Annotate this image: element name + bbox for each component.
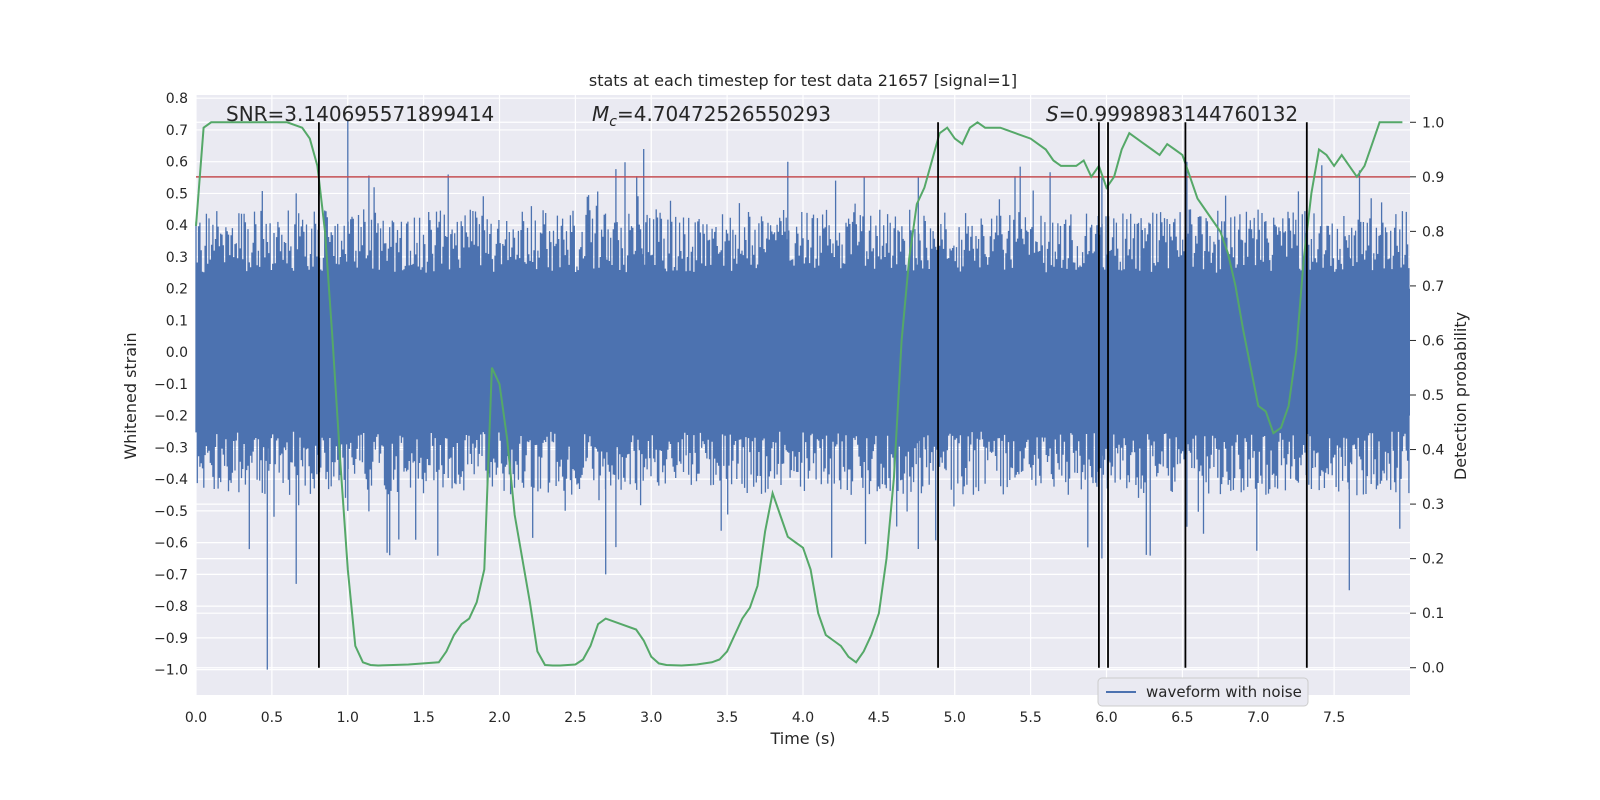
- y-right-tick-label: 0.2: [1422, 552, 1444, 568]
- y-right-tick-label: 0.1: [1422, 606, 1444, 622]
- waveform-series: [195, 120, 1410, 670]
- x-tick-label: 2.5: [564, 710, 586, 726]
- x-tick-label: 2.0: [488, 710, 510, 726]
- chart-title: stats at each timestep for test data 216…: [589, 71, 1017, 90]
- statistic-annotation: S=0.9998983144760132: [1046, 102, 1298, 126]
- x-axis-label: Time (s): [769, 729, 835, 748]
- y-tick-label: −1.0: [154, 663, 188, 679]
- legend-label: waveform with noise: [1146, 683, 1302, 701]
- x-tick-label: 1.0: [337, 710, 359, 726]
- y-tick-label: 0.7: [166, 123, 188, 139]
- y-tick-label: −0.6: [154, 536, 188, 552]
- legend: waveform with noise: [1097, 677, 1309, 707]
- y-right-tick-label: 0.7: [1422, 279, 1444, 295]
- y-axis-label: Whitened strain: [121, 332, 140, 459]
- mc-symbol: M: [592, 102, 609, 126]
- y-tick-label: −0.8: [154, 599, 188, 615]
- y-tick-label: −0.4: [154, 472, 188, 488]
- y-tick-label: −0.2: [154, 409, 188, 425]
- y-tick-label: −0.7: [154, 567, 188, 583]
- y-tick-label: −0.9: [154, 631, 188, 647]
- mc-subscript: c: [609, 114, 617, 130]
- x-tick-label: 3.0: [640, 710, 662, 726]
- x-tick-label: 5.5: [1019, 710, 1041, 726]
- y-right-tick-label: 0.6: [1422, 333, 1444, 349]
- y-right-tick-label: 0.8: [1422, 224, 1444, 240]
- y-tick-label: 0.5: [166, 186, 188, 202]
- y-tick-label: 0.8: [166, 91, 188, 107]
- y-right-tick-label: 0.5: [1422, 388, 1444, 404]
- x-tick-label: 0.0: [185, 710, 207, 726]
- x-tick-label: 1.5: [412, 710, 434, 726]
- y-tick-label: 0.4: [166, 218, 188, 234]
- probability-series: [195, 121, 1403, 667]
- probability-line: [195, 121, 1403, 667]
- x-tick-label: 0.5: [261, 710, 283, 726]
- x-tick-label: 5.0: [944, 710, 966, 726]
- legend-box: [1097, 677, 1309, 707]
- y-right-tick-label: 0.3: [1422, 497, 1444, 513]
- y-tick-label: 0.0: [166, 345, 188, 361]
- waveform-path: [195, 120, 1410, 670]
- y-right-tick-label: 0.0: [1422, 661, 1444, 677]
- snr-annotation: SNR=3.140695571899414: [226, 102, 494, 126]
- y-right-tick-label: 1.0: [1422, 115, 1444, 131]
- y-tick-label: −0.1: [154, 377, 188, 393]
- x-tick-label: 7.0: [1247, 710, 1269, 726]
- y-right-axis-label: Detection probability: [1451, 312, 1470, 480]
- y-tick-label: 0.3: [166, 250, 188, 266]
- y-tick-label: 0.1: [166, 313, 188, 329]
- x-tick-label: 7.5: [1323, 710, 1345, 726]
- x-tick-label: 4.5: [868, 710, 890, 726]
- x-tick-label: 4.0: [792, 710, 814, 726]
- x-tick-label: 6.0: [1095, 710, 1117, 726]
- y-right-tick-label: 0.9: [1422, 170, 1444, 186]
- y-tick-label: −0.5: [154, 504, 188, 520]
- x-tick-label: 6.5: [1171, 710, 1193, 726]
- s-symbol: S: [1046, 102, 1059, 126]
- y-right-tick-labels: 1.0 0.9 0.8 0.7 0.6 0.5 0.4 0.3 0.2 0.1 0.0: [1410, 115, 1444, 677]
- y-tick-label: −0.3: [154, 440, 188, 456]
- detection-markers: [318, 122, 1308, 668]
- chirp-mass-annotation: Mc=4.70472526550293: [592, 102, 831, 130]
- y-tick-label: 0.6: [166, 155, 188, 171]
- y-tick-labels: 0.8 0.7 0.6 0.5 0.4 0.3 0.2 0.1 0.0 −0.1 −0.2 −0.3 −…: [154, 91, 188, 678]
- s-value: =0.9998983144760132: [1059, 102, 1298, 126]
- mc-value: =4.70472526550293: [617, 102, 831, 126]
- y-right-tick-label: 0.4: [1422, 443, 1444, 459]
- x-tick-label: 3.5: [716, 710, 738, 726]
- y-tick-label: 0.2: [166, 282, 188, 298]
- x-tick-labels: 0.0 0.5 1.0 1.5 2.0 2.5 3.0 3.5 4.0 4.5 5.0 5.5 6.0 6…: [185, 710, 1345, 726]
